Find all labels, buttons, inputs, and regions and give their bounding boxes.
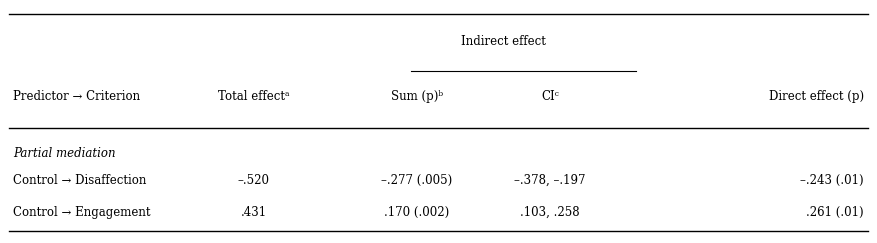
Text: .103, .258: .103, .258 xyxy=(520,206,580,219)
Text: –.378, –.197: –.378, –.197 xyxy=(515,174,586,187)
Text: Sum (p)ᵇ: Sum (p)ᵇ xyxy=(391,89,443,103)
Text: .170 (.002): .170 (.002) xyxy=(384,206,450,219)
Text: Total effectᵃ: Total effectᵃ xyxy=(218,89,289,103)
Text: .261 (.01): .261 (.01) xyxy=(806,206,864,219)
Text: Control → Disaffection: Control → Disaffection xyxy=(13,174,146,187)
Text: –.520: –.520 xyxy=(238,174,270,187)
Text: .431: .431 xyxy=(240,206,267,219)
Text: CIᶜ: CIᶜ xyxy=(541,89,560,103)
Text: Direct effect (p): Direct effect (p) xyxy=(769,89,864,103)
Text: –.277 (.005): –.277 (.005) xyxy=(381,174,453,187)
Text: Partial mediation: Partial mediation xyxy=(13,147,116,160)
Text: Control → Engagement: Control → Engagement xyxy=(13,206,151,219)
Text: –.243 (.01): –.243 (.01) xyxy=(801,174,864,187)
Text: Predictor → Criterion: Predictor → Criterion xyxy=(13,89,140,103)
Text: Indirect effect: Indirect effect xyxy=(460,35,545,48)
